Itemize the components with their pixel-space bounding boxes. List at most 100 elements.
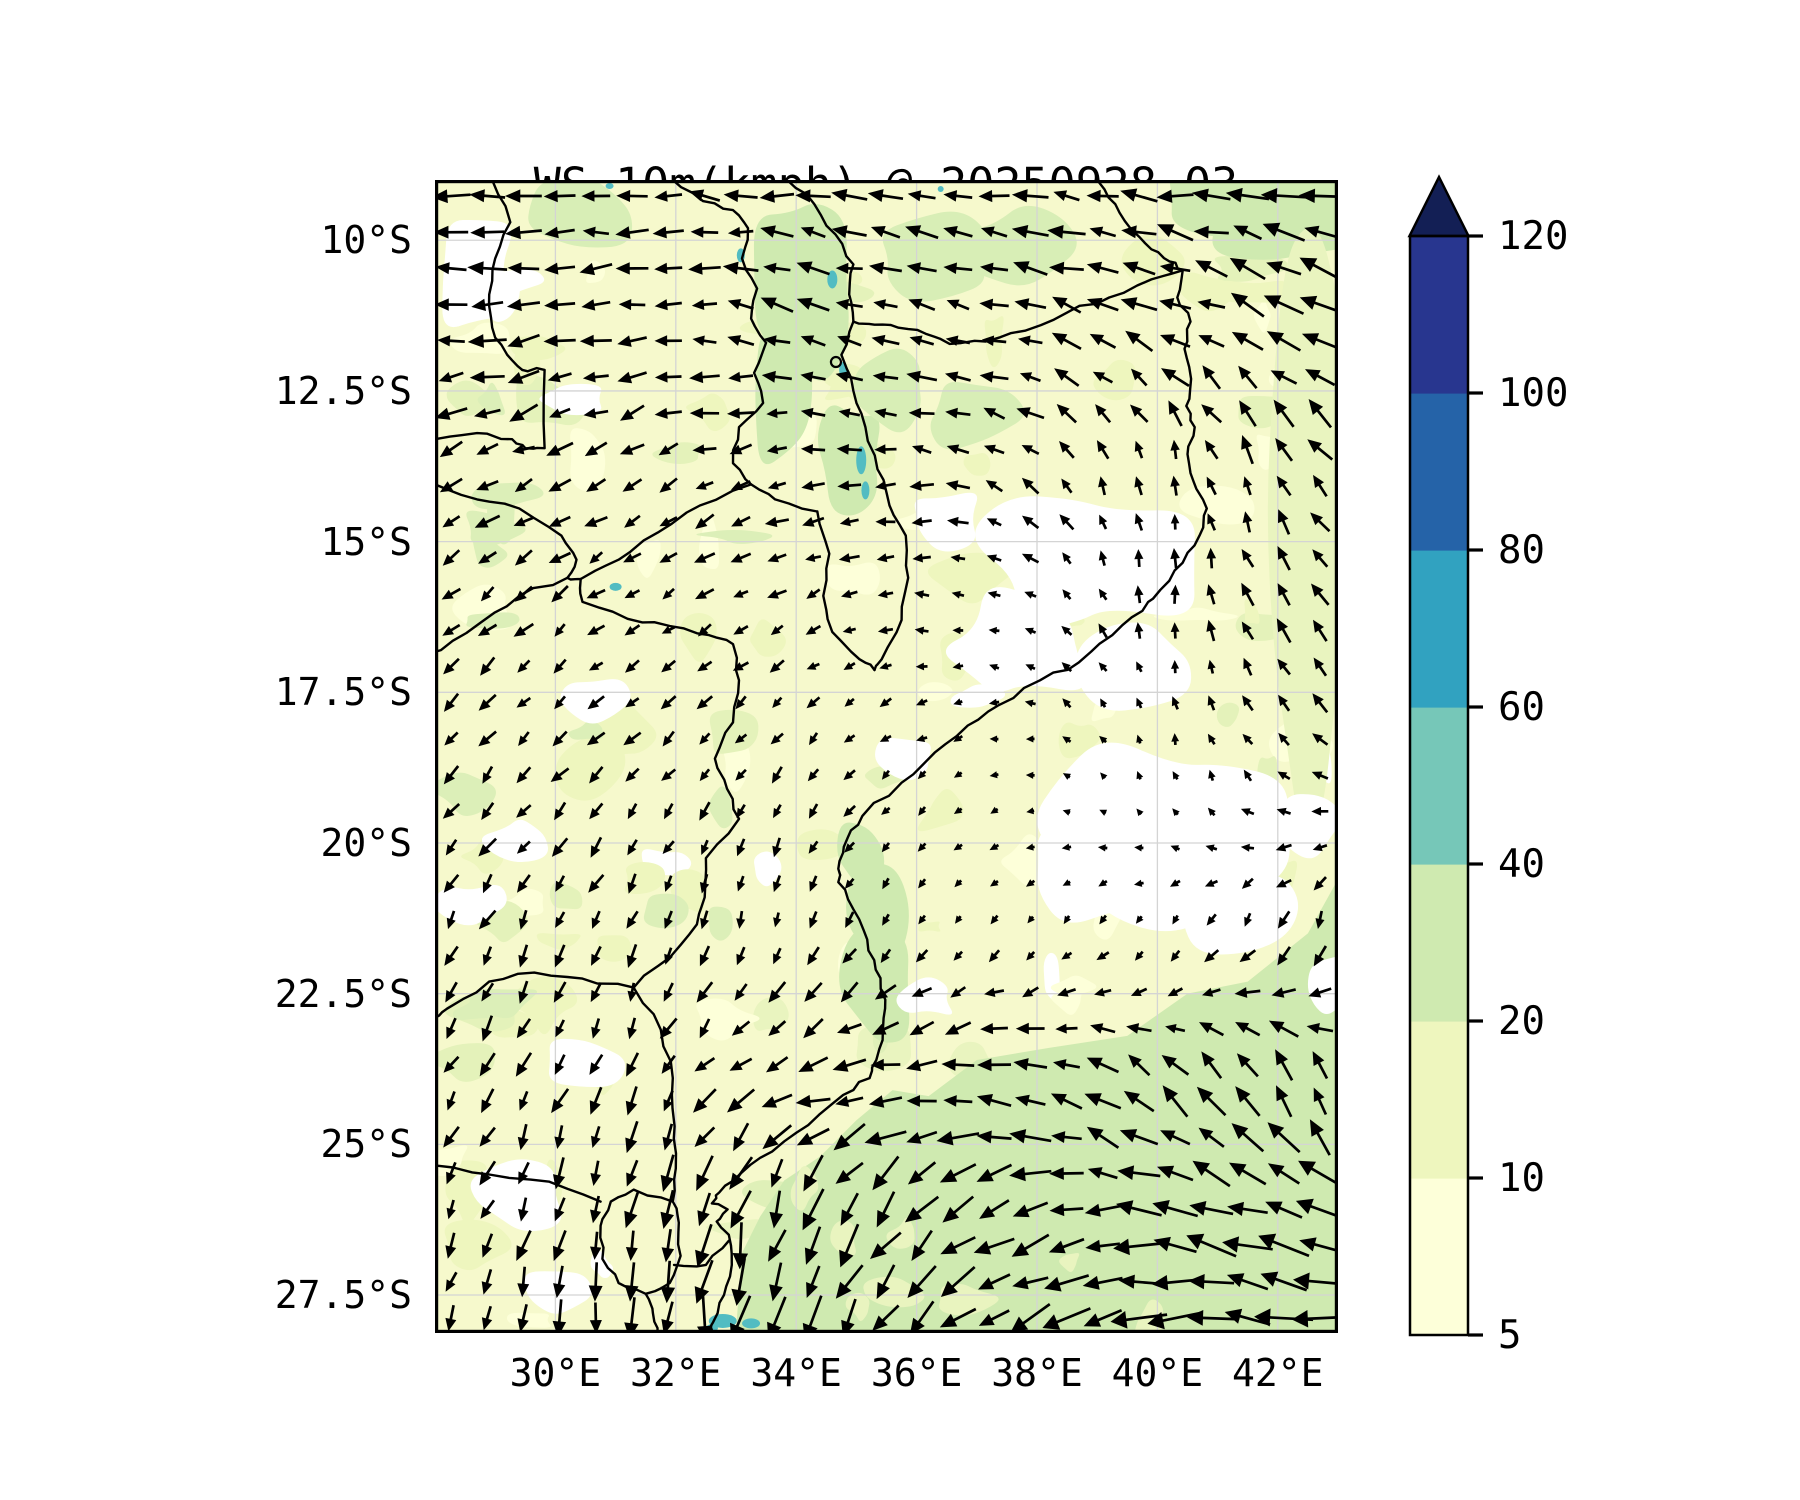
- wind-vector-heads: [435, 187, 1325, 1333]
- border-sa-moz-east: [672, 1239, 730, 1268]
- colorbar-segment: [1410, 550, 1468, 708]
- x-tick-label: 34°E: [750, 1351, 842, 1395]
- y-tick-label: 22.5°S: [274, 971, 412, 1016]
- contour-patch: [597, 935, 631, 962]
- contour-patch: [1183, 873, 1299, 955]
- colorbar-segment: [1410, 1178, 1468, 1336]
- contour-patch: [435, 1145, 468, 1177]
- y-tick-label: 17.5°S: [274, 670, 412, 715]
- contour-patch: [1121, 234, 1185, 286]
- x-tick-label: 32°E: [630, 1351, 722, 1395]
- contour-patch: [452, 998, 502, 1020]
- x-tick-label: 38°E: [991, 1351, 1083, 1395]
- colorbar-tick-label: 5: [1498, 1313, 1521, 1358]
- contour-patch: [477, 382, 505, 416]
- contour-patch: [445, 1167, 488, 1226]
- border-zambia-moz: [435, 483, 753, 655]
- contour-patch: [636, 540, 661, 578]
- contour-patch: [1093, 359, 1136, 401]
- contour-patch: [945, 587, 1086, 692]
- contour-patch: [1267, 227, 1338, 841]
- contour-patch: [917, 789, 964, 832]
- contour-patch: [1050, 975, 1097, 995]
- border-zimbabwe: [578, 577, 741, 989]
- contour-patch: [444, 1219, 512, 1271]
- lake-spot: [605, 183, 614, 190]
- contour-patch: [754, 851, 782, 887]
- contour-patch: [536, 933, 581, 950]
- colorbar-tick-label: 80: [1498, 528, 1545, 573]
- lake-spot: [827, 270, 838, 289]
- border-kzn: [644, 1292, 659, 1333]
- border-tz-malawi: [786, 180, 855, 323]
- colorbar-tick-label: 10: [1498, 1156, 1545, 1201]
- border-nw1: [487, 180, 524, 372]
- x-tick-label: 30°E: [509, 1351, 602, 1395]
- contour-patch: [548, 1038, 626, 1087]
- y-tick-label: 12.5°S: [274, 368, 412, 413]
- border-limpopo: [435, 971, 635, 1019]
- colorbar: 5 10 20 40 60 80 100 120: [1407, 174, 1568, 1358]
- contour-patch: [1153, 607, 1238, 621]
- colorbar-tick-label: 120: [1498, 214, 1568, 259]
- contour-patch: [570, 428, 606, 491]
- border-sa-moz: [632, 986, 678, 1203]
- contour-patch: [1037, 798, 1161, 923]
- contour-patch: [643, 893, 689, 929]
- contour-patch: [1059, 1252, 1080, 1273]
- colorbar-segment: [1410, 1021, 1468, 1179]
- colorbar-tick-label: 40: [1498, 842, 1545, 887]
- border-nw2: [435, 483, 578, 579]
- contour-patch: [914, 492, 978, 552]
- colorbar-outline: [1408, 234, 1470, 1337]
- map-plot: [435, 180, 1338, 1333]
- x-tick-label: 42°E: [1232, 1351, 1324, 1395]
- contour-patch: [896, 977, 953, 1015]
- contour-patch: [696, 529, 773, 544]
- contour-patch: [1179, 485, 1255, 525]
- contour-patch: [435, 772, 496, 816]
- colorbar-segment: [1410, 236, 1468, 394]
- contour-patch: [708, 786, 733, 829]
- contour-patch: [506, 1312, 551, 1328]
- contour-patch: [1307, 956, 1338, 1014]
- contour-patch: [918, 921, 941, 932]
- contour-patch: [824, 562, 880, 595]
- x-tick-label: 36°E: [870, 1351, 963, 1395]
- map-frame: [435, 180, 1338, 1333]
- contour-patch: [963, 453, 991, 476]
- contour-patch: [476, 900, 528, 943]
- colorbar-segment: [1410, 393, 1468, 551]
- y-tick-label: 25°S: [320, 1122, 412, 1167]
- contour-patch: [481, 819, 549, 863]
- y-tick-label: 20°S: [320, 820, 412, 865]
- contour-patch: [470, 1159, 562, 1232]
- contour-patch: [750, 619, 786, 657]
- contour-patch: [1244, 599, 1260, 624]
- colorbar-over-arrow: [1407, 174, 1471, 238]
- contour-patch: [722, 740, 751, 792]
- contour-patch: [845, 1292, 870, 1321]
- x-tick-label: 40°E: [1111, 1351, 1204, 1395]
- colorbar-segment: [1410, 707, 1468, 865]
- contour-patch: [708, 906, 733, 941]
- contour-patch: [568, 720, 604, 740]
- colorbar-tick-label: 20: [1498, 999, 1545, 1044]
- contour-patch: [839, 924, 910, 1043]
- contour-patch: [446, 380, 487, 416]
- colorbar-segment: [1410, 864, 1468, 1022]
- contour-patch: [555, 735, 626, 801]
- contour-patch: [1075, 622, 1192, 711]
- contour-patch: [930, 381, 1025, 450]
- contour-patch: [753, 997, 789, 1031]
- contour-patch: [696, 998, 760, 1041]
- y-tick-label: 15°S: [320, 519, 412, 564]
- contour-patch: [680, 613, 717, 662]
- border-eswatini: [599, 1188, 682, 1295]
- border-zambia-malawi: [671, 180, 819, 513]
- contour-patch: [442, 219, 512, 328]
- colorbar-tick-label: 60: [1498, 685, 1545, 730]
- contour-patch: [1216, 702, 1240, 727]
- y-tick-label: 10°S: [320, 218, 412, 263]
